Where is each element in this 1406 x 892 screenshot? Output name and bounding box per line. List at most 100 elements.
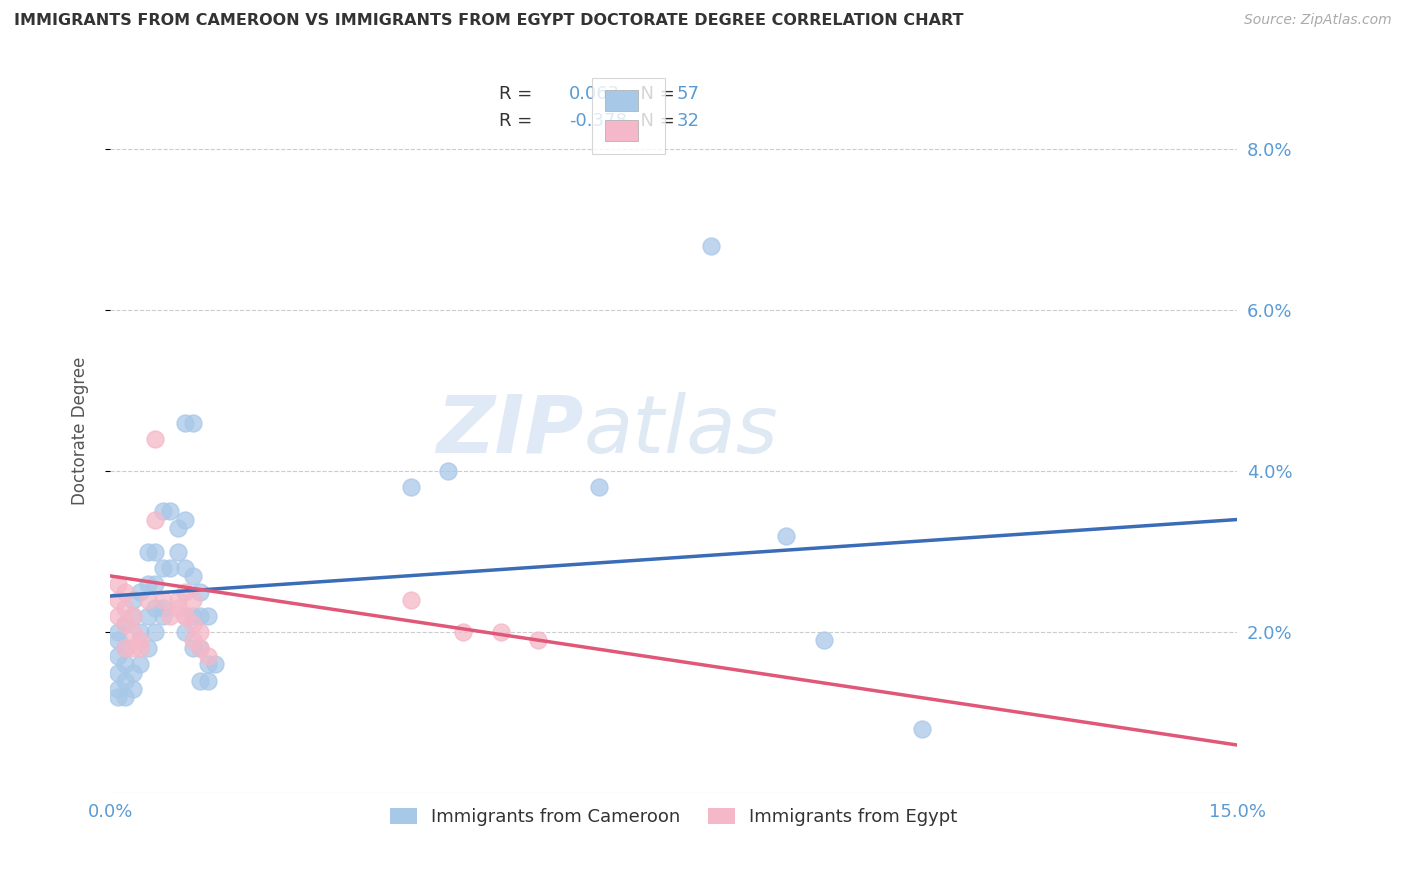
- Point: [121, 625, 143, 640]
- Point: [107, 649, 129, 664]
- Text: -0.378: -0.378: [569, 112, 627, 129]
- Point: [437, 464, 460, 478]
- Text: IMMIGRANTS FROM CAMEROON VS IMMIGRANTS FROM EGYPT DOCTORATE DEGREE CORRELATION C: IMMIGRANTS FROM CAMEROON VS IMMIGRANTS F…: [14, 13, 963, 29]
- Point: [188, 585, 211, 599]
- Point: [399, 593, 422, 607]
- Y-axis label: Doctorate Degree: Doctorate Degree: [72, 357, 89, 505]
- Point: [174, 561, 197, 575]
- Legend: Immigrants from Cameroon, Immigrants from Egypt: Immigrants from Cameroon, Immigrants fro…: [381, 798, 966, 835]
- Point: [181, 641, 204, 656]
- Point: [166, 601, 188, 615]
- Point: [136, 545, 159, 559]
- Point: [152, 504, 174, 518]
- Point: [588, 480, 610, 494]
- Point: [107, 633, 129, 648]
- Point: [174, 609, 197, 624]
- Point: [159, 504, 181, 518]
- Point: [166, 593, 188, 607]
- Point: [107, 609, 129, 624]
- Point: [188, 673, 211, 688]
- Point: [197, 649, 219, 664]
- Point: [107, 577, 129, 591]
- Point: [129, 641, 152, 656]
- Point: [107, 625, 129, 640]
- Point: [166, 545, 188, 559]
- Point: [114, 690, 136, 704]
- Point: [399, 480, 422, 494]
- Point: [152, 561, 174, 575]
- Point: [181, 416, 204, 430]
- Point: [197, 673, 219, 688]
- Point: [107, 593, 129, 607]
- Point: [107, 690, 129, 704]
- Point: [107, 665, 129, 680]
- Point: [114, 641, 136, 656]
- Point: [197, 609, 219, 624]
- Point: [700, 238, 723, 252]
- Point: [152, 601, 174, 615]
- Point: [174, 585, 197, 599]
- Point: [188, 625, 211, 640]
- Text: R =: R =: [499, 112, 538, 129]
- Point: [197, 657, 219, 672]
- Point: [775, 528, 797, 542]
- Point: [181, 569, 204, 583]
- Text: Source: ZipAtlas.com: Source: ZipAtlas.com: [1244, 13, 1392, 28]
- Point: [527, 633, 550, 648]
- Point: [129, 585, 152, 599]
- Text: R =: R =: [499, 85, 538, 103]
- Point: [136, 577, 159, 591]
- Point: [188, 641, 211, 656]
- Text: N =: N =: [628, 112, 681, 129]
- Point: [188, 609, 211, 624]
- Point: [143, 601, 166, 615]
- Point: [114, 641, 136, 656]
- Point: [174, 625, 197, 640]
- Point: [174, 609, 197, 624]
- Point: [204, 657, 226, 672]
- Point: [489, 625, 512, 640]
- Text: 57: 57: [678, 85, 700, 103]
- Text: ZIP: ZIP: [436, 392, 583, 470]
- Point: [813, 633, 835, 648]
- Point: [143, 432, 166, 446]
- Point: [129, 657, 152, 672]
- Text: 0.063: 0.063: [569, 85, 620, 103]
- Point: [143, 512, 166, 526]
- Point: [107, 681, 129, 696]
- Point: [114, 601, 136, 615]
- Point: [181, 609, 204, 624]
- Point: [121, 665, 143, 680]
- Point: [174, 416, 197, 430]
- Point: [188, 641, 211, 656]
- Point: [121, 641, 143, 656]
- Point: [181, 617, 204, 632]
- Point: [136, 641, 159, 656]
- Point: [159, 561, 181, 575]
- Point: [143, 545, 166, 559]
- Point: [181, 633, 204, 648]
- Point: [114, 585, 136, 599]
- Point: [166, 520, 188, 534]
- Point: [114, 617, 136, 632]
- Point: [114, 673, 136, 688]
- Point: [121, 681, 143, 696]
- Point: [143, 577, 166, 591]
- Point: [152, 609, 174, 624]
- Text: 32: 32: [678, 112, 700, 129]
- Point: [129, 633, 152, 648]
- Point: [121, 593, 143, 607]
- Point: [159, 609, 181, 624]
- Point: [136, 593, 159, 607]
- Point: [129, 625, 152, 640]
- Point: [910, 722, 932, 736]
- Point: [152, 593, 174, 607]
- Point: [143, 625, 166, 640]
- Point: [174, 512, 197, 526]
- Point: [121, 609, 143, 624]
- Point: [181, 593, 204, 607]
- Point: [114, 657, 136, 672]
- Text: N =: N =: [628, 85, 681, 103]
- Point: [136, 609, 159, 624]
- Point: [451, 625, 474, 640]
